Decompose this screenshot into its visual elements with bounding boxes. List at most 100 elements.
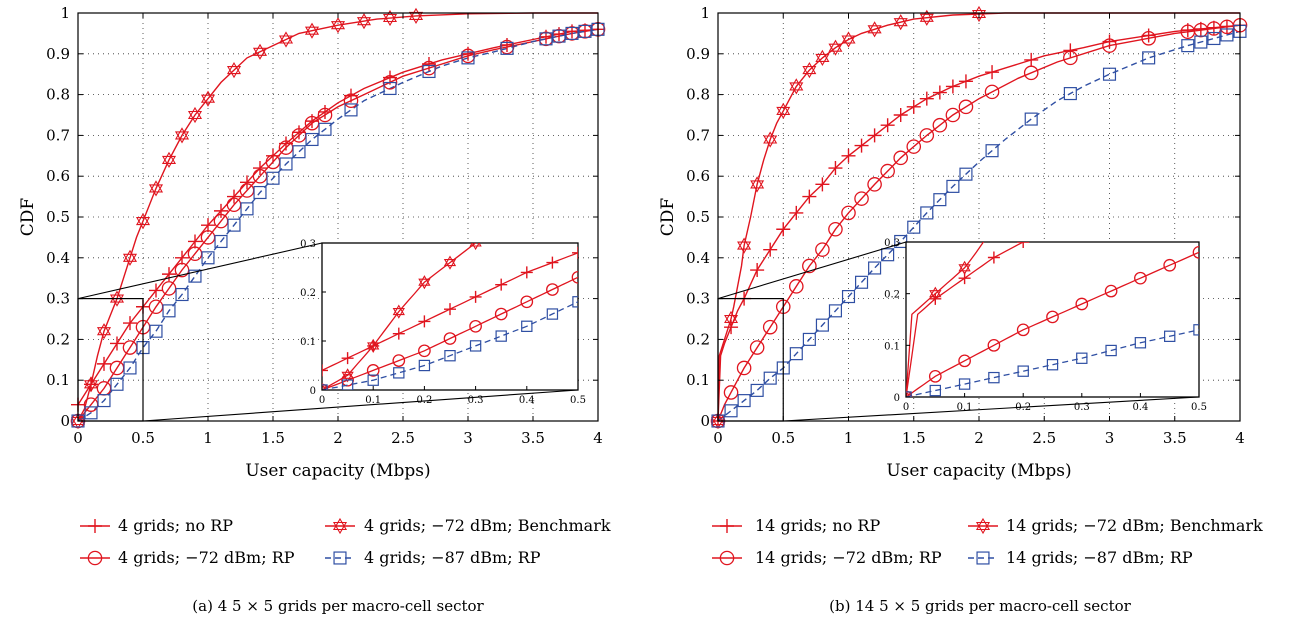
inset-marker [392,354,406,367]
data-marker [1220,28,1234,42]
y-axis-label: CDF [18,198,38,237]
data-marker [958,99,974,115]
y-tick-label: 0 [700,412,710,430]
inset-marker [444,303,456,316]
data-marker [122,249,138,266]
y-tick-label: 0.8 [46,86,70,104]
x-tick-label: 0.5 [131,429,155,447]
data-marker [226,62,242,79]
data-marker [149,283,163,298]
inset-marker [546,256,559,269]
inset-marker [1163,330,1176,342]
inset-marker [392,327,405,340]
data-marker [919,91,934,106]
data-marker [841,31,856,48]
legend-label: 4 grids; −87 dBm; RP [364,548,541,567]
data-marker [776,222,791,237]
data-marker [1219,19,1234,34]
legend-marker [976,551,990,565]
inset-marker [392,304,405,319]
legend-entry-72dbm-rp [712,550,742,566]
data-marker [881,248,895,262]
inset-marker [1105,344,1117,357]
inset-marker [572,296,578,308]
data-marker [552,29,566,43]
data-marker [461,51,475,65]
y-tick-label: 0.4 [686,249,710,267]
data-marker [1141,28,1156,43]
data-marker [828,304,842,318]
inset-marker [1104,284,1118,298]
inset-y-tick-label: 0 [310,386,316,397]
inset-marker [1046,359,1059,371]
x-axis-label: User capacity (Mbps) [245,461,430,481]
data-marker [749,340,765,355]
inset-y-tick-label: 0.3 [884,238,900,249]
data-marker [959,167,973,181]
inset-marker [571,270,578,284]
legend-left: 4 grids; no RP 4 grids; −72 dBm; Benchma… [80,516,611,567]
data-marker [1102,67,1117,81]
data-marker [578,24,592,38]
data-marker [500,41,514,55]
inset-y-tick-label: 0 [894,393,900,404]
legend-marker [333,551,347,565]
legend-entry-benchmark [325,517,355,535]
data-marker [1194,35,1208,49]
data-marker [1063,87,1077,101]
inset-marker [988,371,1000,384]
data-marker [97,356,111,371]
inset-marker [958,354,971,368]
inset-marker [521,320,533,333]
inset-marker [341,368,354,383]
data-marker [1193,21,1208,36]
series-markers [711,24,1247,428]
data-marker [109,290,125,307]
data-marker [724,310,739,328]
data-marker [788,279,804,294]
inset-y-tick-label: 0.2 [884,290,900,301]
y-tick-label: 0.2 [686,330,710,348]
data-marker [253,161,267,176]
data-marker [985,144,999,158]
inset-marker [469,290,482,303]
data-marker [828,39,843,56]
data-marker [815,177,830,192]
inset-marker [1134,337,1147,349]
inset-marker [418,275,431,290]
data-marker [318,122,332,136]
inset-marker [1075,297,1089,311]
inset-marker [958,378,971,390]
y-tick-label: 0.9 [46,45,70,63]
inset-marker [495,330,507,342]
caption-left: (a) 4 5 × 5 grids per macro-cell sector [192,597,484,615]
inset-marker [469,340,482,352]
inset-y-tick-label: 0.1 [300,337,316,348]
x-tick-label: 0.5 [771,429,795,447]
inset-marker [322,384,328,390]
inset-marker [341,352,354,365]
data-marker [907,220,921,234]
data-marker [1024,112,1038,126]
chart-right: 0 0.5 1 1.5 2 2.5 3 3.5 4 0 0.1 0.2 0.3 0.4 0.5 0.6 0.7 0… [658,4,1248,481]
data-marker [266,171,280,185]
data-marker [828,161,843,176]
data-marker [162,304,176,318]
data-marker [148,180,164,197]
data-marker [841,205,856,221]
data-marker [867,128,882,143]
data-marker [240,202,254,216]
data-marker [175,287,189,302]
data-marker [253,185,267,200]
data-marker [946,179,960,193]
y-tick-label: 0.7 [686,126,710,144]
legend-label: 14 grids; no RP [755,516,880,535]
inset-x-tick-label: 0.4 [1132,402,1148,413]
data-marker [802,189,817,204]
inset-marker [1017,365,1029,377]
inset-x-tick-label: 0.2 [416,395,432,406]
legend-marker [975,517,991,535]
data-marker [175,250,189,265]
data-marker [161,151,177,168]
data-marker [214,203,228,218]
